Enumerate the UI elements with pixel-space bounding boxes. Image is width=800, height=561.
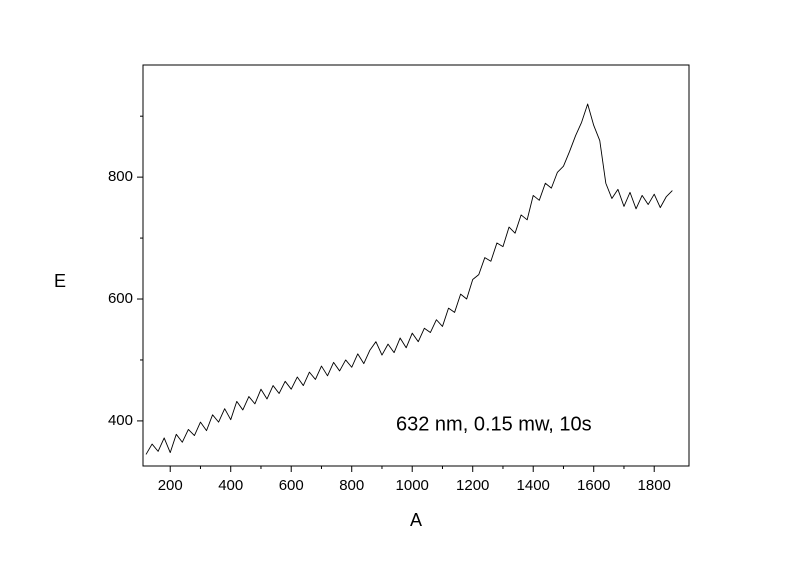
y-tick-label: 800: [108, 168, 133, 185]
y-tick-label: 400: [108, 412, 133, 429]
x-tick-label: 1800: [638, 477, 671, 494]
x-tick-label: 400: [218, 477, 243, 494]
y-axis-title: E: [54, 271, 66, 291]
annotation: 632 nm, 0.15 mw, 10s: [396, 413, 592, 435]
x-tick-label: 1200: [456, 477, 489, 494]
plot-frame: [142, 64, 690, 467]
x-tick-label: 600: [279, 477, 304, 494]
y-tick-label: 600: [108, 290, 133, 307]
x-tick-label: 200: [158, 477, 183, 494]
x-axis-title: A: [410, 510, 422, 530]
x-tick-label: 1400: [517, 477, 550, 494]
x-tick-label: 1600: [577, 477, 610, 494]
x-tick-label: 1000: [396, 477, 429, 494]
x-tick-label: 800: [339, 477, 364, 494]
data-line: [145, 103, 673, 455]
